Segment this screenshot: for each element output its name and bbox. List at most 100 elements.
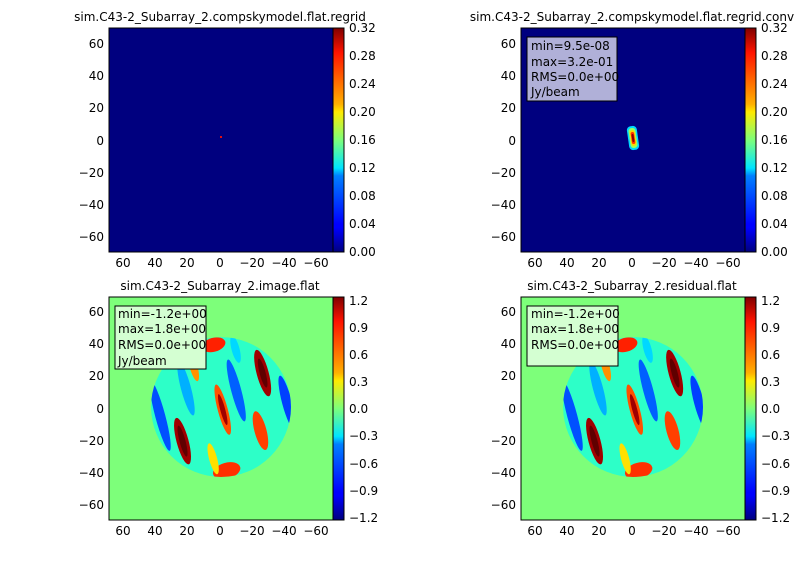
x-axis: 60 40 20 0 −20 −40 −60 xyxy=(527,256,740,270)
colorbar-gradient xyxy=(744,27,757,253)
y-axis: 60 40 20 0 −20 −40 −60 xyxy=(491,305,516,512)
colorbar-tick: 0.12 xyxy=(349,161,376,175)
colorbar-tick: 0.3 xyxy=(761,375,780,389)
x-tick-label: 60 xyxy=(115,256,130,270)
colorbar-tick: 0.9 xyxy=(349,321,368,335)
colorbar-tick: 0.0 xyxy=(761,402,780,416)
colorbar-tick: 0.9 xyxy=(761,321,780,335)
colorbar-tick: 0.24 xyxy=(349,77,376,91)
disk-emission xyxy=(563,337,703,477)
disk-emission xyxy=(151,337,291,477)
colorbar-tick: −0.6 xyxy=(349,457,378,471)
y-tick-label: 60 xyxy=(89,305,104,319)
stats-line: Jy/beam xyxy=(530,85,580,99)
colorbar-tick: 0.12 xyxy=(761,161,788,175)
y-tick-label: 40 xyxy=(89,337,104,351)
stats-line: max=3.2e-01 xyxy=(531,55,613,69)
x-tick-label: 60 xyxy=(527,256,542,270)
y-tick-label: 20 xyxy=(89,369,104,383)
x-tick-label: 60 xyxy=(527,524,542,538)
colorbar: −1.2 −0.9 −0.6 −0.3 0.0 0.3 0.6 0.9 1.2 xyxy=(332,294,378,525)
y-tick-label: 0 xyxy=(96,134,104,148)
y-axis: 60 40 20 0 −20 −40 −60 xyxy=(79,37,104,244)
x-tick-label: −20 xyxy=(239,524,264,538)
x-tick-label: −40 xyxy=(271,256,296,270)
stats-line: RMS=0.0e+00 xyxy=(118,338,206,352)
colorbar-tick: 0.28 xyxy=(349,49,376,63)
y-tick-label: −20 xyxy=(79,434,104,448)
colorbar-tick: 0.08 xyxy=(349,189,376,203)
colorbar-tick: 0.04 xyxy=(761,217,788,231)
colorbar-tick: 0.32 xyxy=(761,21,788,35)
colorbar-tick: 0.08 xyxy=(761,189,788,203)
stats-line: RMS=0.0e+00 xyxy=(531,338,619,352)
stats-box: min=9.5e-08 max=3.2e-01 RMS=0.0e+00 Jy/b… xyxy=(526,36,619,102)
y-tick-label: 0 xyxy=(508,402,516,416)
colorbar: 0.00 0.04 0.08 0.12 0.16 0.20 0.24 0.28 … xyxy=(744,21,788,259)
x-tick-label: 0 xyxy=(216,256,224,270)
x-tick-label: 60 xyxy=(115,524,130,538)
colorbar-tick: 0.24 xyxy=(761,77,788,91)
panel-1: sim.C43-2_Subarray_2.compskymodel.flat.r… xyxy=(74,10,376,270)
y-tick-label: −40 xyxy=(491,198,516,212)
x-tick-label: −40 xyxy=(683,524,708,538)
y-axis: 60 40 20 0 −20 −40 −60 xyxy=(79,305,104,512)
colorbar-tick: 0.6 xyxy=(349,348,368,362)
x-tick-label: −20 xyxy=(651,524,676,538)
y-tick-label: 40 xyxy=(501,337,516,351)
colorbar-tick: 0.04 xyxy=(349,217,376,231)
colorbar-tick: 0.3 xyxy=(349,375,368,389)
x-tick-label: −60 xyxy=(303,524,328,538)
colorbar-tick: 0.0 xyxy=(349,402,368,416)
y-tick-label: −20 xyxy=(491,434,516,448)
y-tick-label: −60 xyxy=(79,230,104,244)
y-tick-label: 60 xyxy=(501,305,516,319)
colorbar-tick: 0.16 xyxy=(349,133,376,147)
y-tick-label: 60 xyxy=(501,37,516,51)
panel-3: sim.C43-2_Subarray_2.image.flat xyxy=(79,279,378,538)
colorbar-tick: 0.20 xyxy=(349,105,376,119)
x-tick-label: −60 xyxy=(715,524,740,538)
stats-line: min=-1.2e+00 xyxy=(531,307,620,321)
beam-source xyxy=(626,125,640,151)
stats-line: RMS=0.0e+00 xyxy=(531,70,619,84)
y-tick-label: −20 xyxy=(491,166,516,180)
y-tick-label: −40 xyxy=(79,466,104,480)
panel-4: sim.C43-2_Subarray_2.residual.flat xyxy=(491,279,790,538)
y-tick-label: −60 xyxy=(79,498,104,512)
y-axis: 60 40 20 0 −20 −40 −60 xyxy=(491,37,516,244)
x-tick-label: −20 xyxy=(651,256,676,270)
x-tick-label: 0 xyxy=(628,256,636,270)
y-tick-label: 20 xyxy=(501,101,516,115)
panel-title: sim.C43-2_Subarray_2.image.flat xyxy=(120,279,320,293)
x-tick-label: 20 xyxy=(591,524,606,538)
colorbar-tick: 0.6 xyxy=(761,348,780,362)
y-tick-label: 40 xyxy=(501,69,516,83)
stats-line: min=-1.2e+00 xyxy=(118,307,207,321)
x-tick-label: 40 xyxy=(559,256,574,270)
panel-2: sim.C43-2_Subarray_2.compskymodel.flat.r… xyxy=(470,10,794,270)
x-tick-label: 20 xyxy=(591,256,606,270)
stats-box: min=-1.2e+00 max=1.8e+00 RMS=0.0e+00 xyxy=(526,305,620,367)
colorbar-tick: −0.3 xyxy=(349,429,378,443)
colorbar-gradient xyxy=(744,296,757,521)
y-tick-label: 0 xyxy=(96,402,104,416)
colorbar-tick: 0.32 xyxy=(349,21,376,35)
colorbar: −1.2 −0.9 −0.6 −0.3 0.0 0.3 0.6 0.9 1.2 xyxy=(744,294,790,525)
colorbar-tick: 0.16 xyxy=(761,133,788,147)
y-tick-label: 20 xyxy=(89,101,104,115)
colorbar: 0.00 0.04 0.08 0.12 0.16 0.20 0.24 0.28 … xyxy=(332,21,376,259)
colorbar-gradient xyxy=(332,27,345,253)
x-axis: 60 40 20 0 −20 −40 −60 xyxy=(527,524,740,538)
point-source xyxy=(220,136,222,138)
colorbar-tick: −0.9 xyxy=(761,484,790,498)
colorbar-tick: −0.6 xyxy=(761,457,790,471)
x-axis: 60 40 20 0 −20 −40 −60 xyxy=(115,256,328,270)
x-tick-label: −20 xyxy=(239,256,264,270)
stats-box: min=-1.2e+00 max=1.8e+00 RMS=0.0e+00 Jy/… xyxy=(114,305,207,370)
stats-line: max=1.8e+00 xyxy=(118,322,206,336)
stats-line: Jy/beam xyxy=(117,354,167,368)
x-tick-label: 20 xyxy=(179,524,194,538)
x-tick-label: 20 xyxy=(179,256,194,270)
x-tick-label: 40 xyxy=(147,256,162,270)
